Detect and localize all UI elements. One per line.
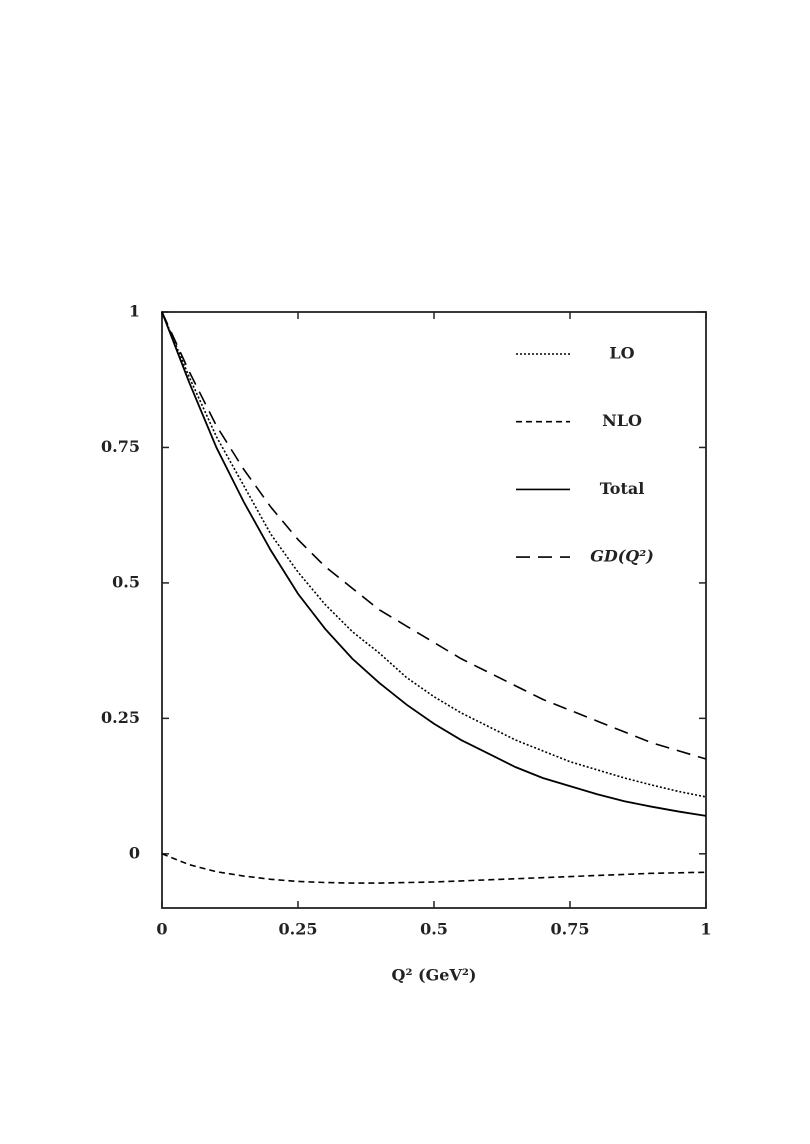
x-tick-label: 0 (156, 920, 167, 939)
plot-frame (161, 311, 707, 909)
y-tick-label: 0.25 (101, 708, 140, 727)
y-tick-label: 0.75 (101, 437, 140, 456)
x-tick-label: 0.25 (279, 920, 318, 939)
legend-label: NLO (602, 411, 642, 430)
x-tick-label: 0.75 (551, 920, 590, 939)
series-line (161, 853, 707, 884)
series-line (161, 311, 707, 760)
y-tick-label: 0 (129, 843, 140, 862)
y-tick-label: 0.5 (112, 572, 140, 591)
y-tick-label: 1 (129, 302, 140, 321)
series-line (161, 311, 707, 817)
series-line (161, 311, 707, 798)
legend-label: LO (609, 344, 634, 363)
x-tick-label: 0.5 (420, 920, 448, 939)
legend-label: GD(Q²) (590, 547, 654, 566)
x-axis-label: Q² (GeV²) (392, 966, 477, 985)
legend-label: Total (600, 479, 645, 498)
x-tick-label: 1 (700, 920, 711, 939)
